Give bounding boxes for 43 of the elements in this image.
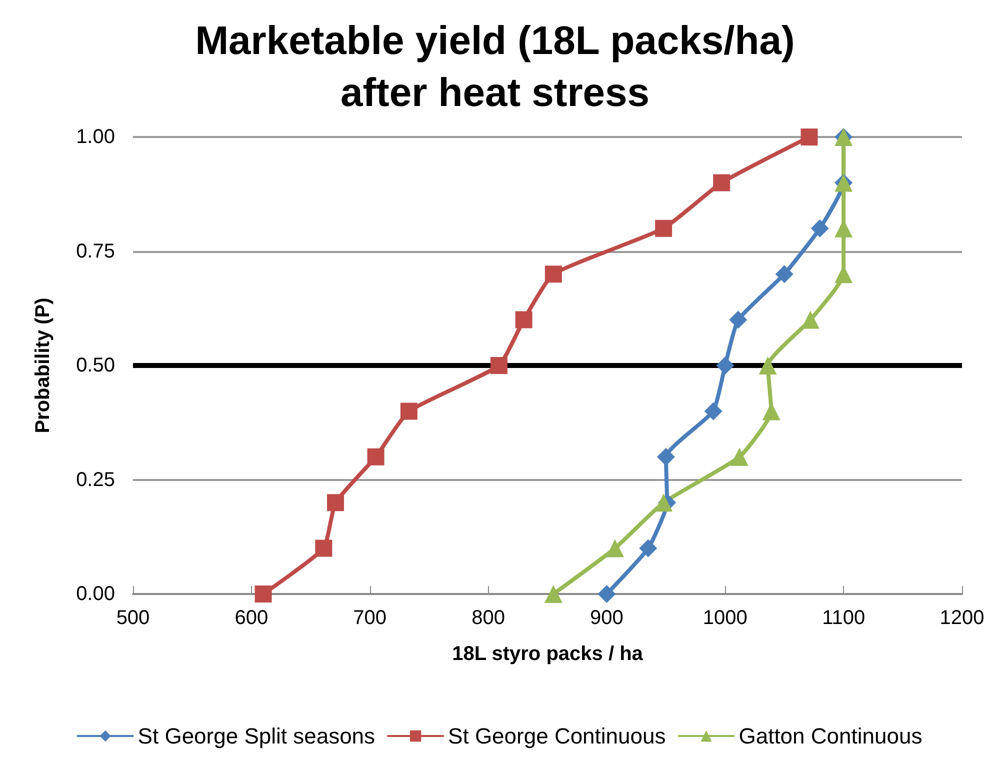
point bbox=[713, 174, 730, 192]
point bbox=[544, 266, 562, 283]
x-tick-label: 600 bbox=[234, 607, 268, 629]
point bbox=[656, 448, 675, 466]
y-tick-label: 0.25 bbox=[76, 468, 115, 491]
chart-title: Marketable yield (18L packs/ha) after heat stress bbox=[195, 19, 795, 115]
point bbox=[810, 219, 829, 238]
point bbox=[490, 357, 508, 374]
point bbox=[639, 539, 658, 558]
point bbox=[315, 540, 332, 557]
point bbox=[716, 356, 734, 374]
x-axis-title: 18L styro packs / ha bbox=[452, 643, 644, 665]
point bbox=[758, 356, 777, 374]
x-tick-label: 1000 bbox=[702, 607, 748, 629]
point bbox=[654, 494, 673, 512]
y-tick-label: 0.50 bbox=[76, 354, 115, 376]
point bbox=[729, 310, 748, 329]
point bbox=[800, 128, 818, 146]
legend-label: St George Split seasons bbox=[138, 724, 376, 748]
x-tick-label: 700 bbox=[353, 607, 387, 629]
legend-label: St George Continuous bbox=[448, 724, 666, 748]
point bbox=[598, 585, 616, 603]
y-tick-label: 0.00 bbox=[76, 583, 115, 605]
point bbox=[367, 448, 384, 466]
x-tick-label: 1100 bbox=[822, 607, 866, 629]
point bbox=[730, 448, 748, 466]
legend-label: Gatton Continuous bbox=[738, 724, 922, 748]
x-tick-label: 900 bbox=[590, 607, 624, 629]
point bbox=[606, 539, 624, 558]
point bbox=[704, 402, 722, 420]
point bbox=[655, 220, 672, 237]
point bbox=[775, 265, 794, 284]
x-tick-label: 500 bbox=[116, 607, 150, 629]
y-tick-label: 0.75 bbox=[76, 240, 115, 262]
point bbox=[515, 311, 532, 328]
point bbox=[254, 586, 272, 602]
point bbox=[400, 402, 418, 420]
y-tick-label: 1.00 bbox=[76, 126, 115, 148]
x-tick-label: 1200 bbox=[940, 607, 984, 629]
x-tick-label: 800 bbox=[472, 607, 505, 629]
point bbox=[327, 494, 344, 512]
y-axis-title: Probability (P) bbox=[32, 298, 54, 434]
point bbox=[544, 585, 562, 603]
